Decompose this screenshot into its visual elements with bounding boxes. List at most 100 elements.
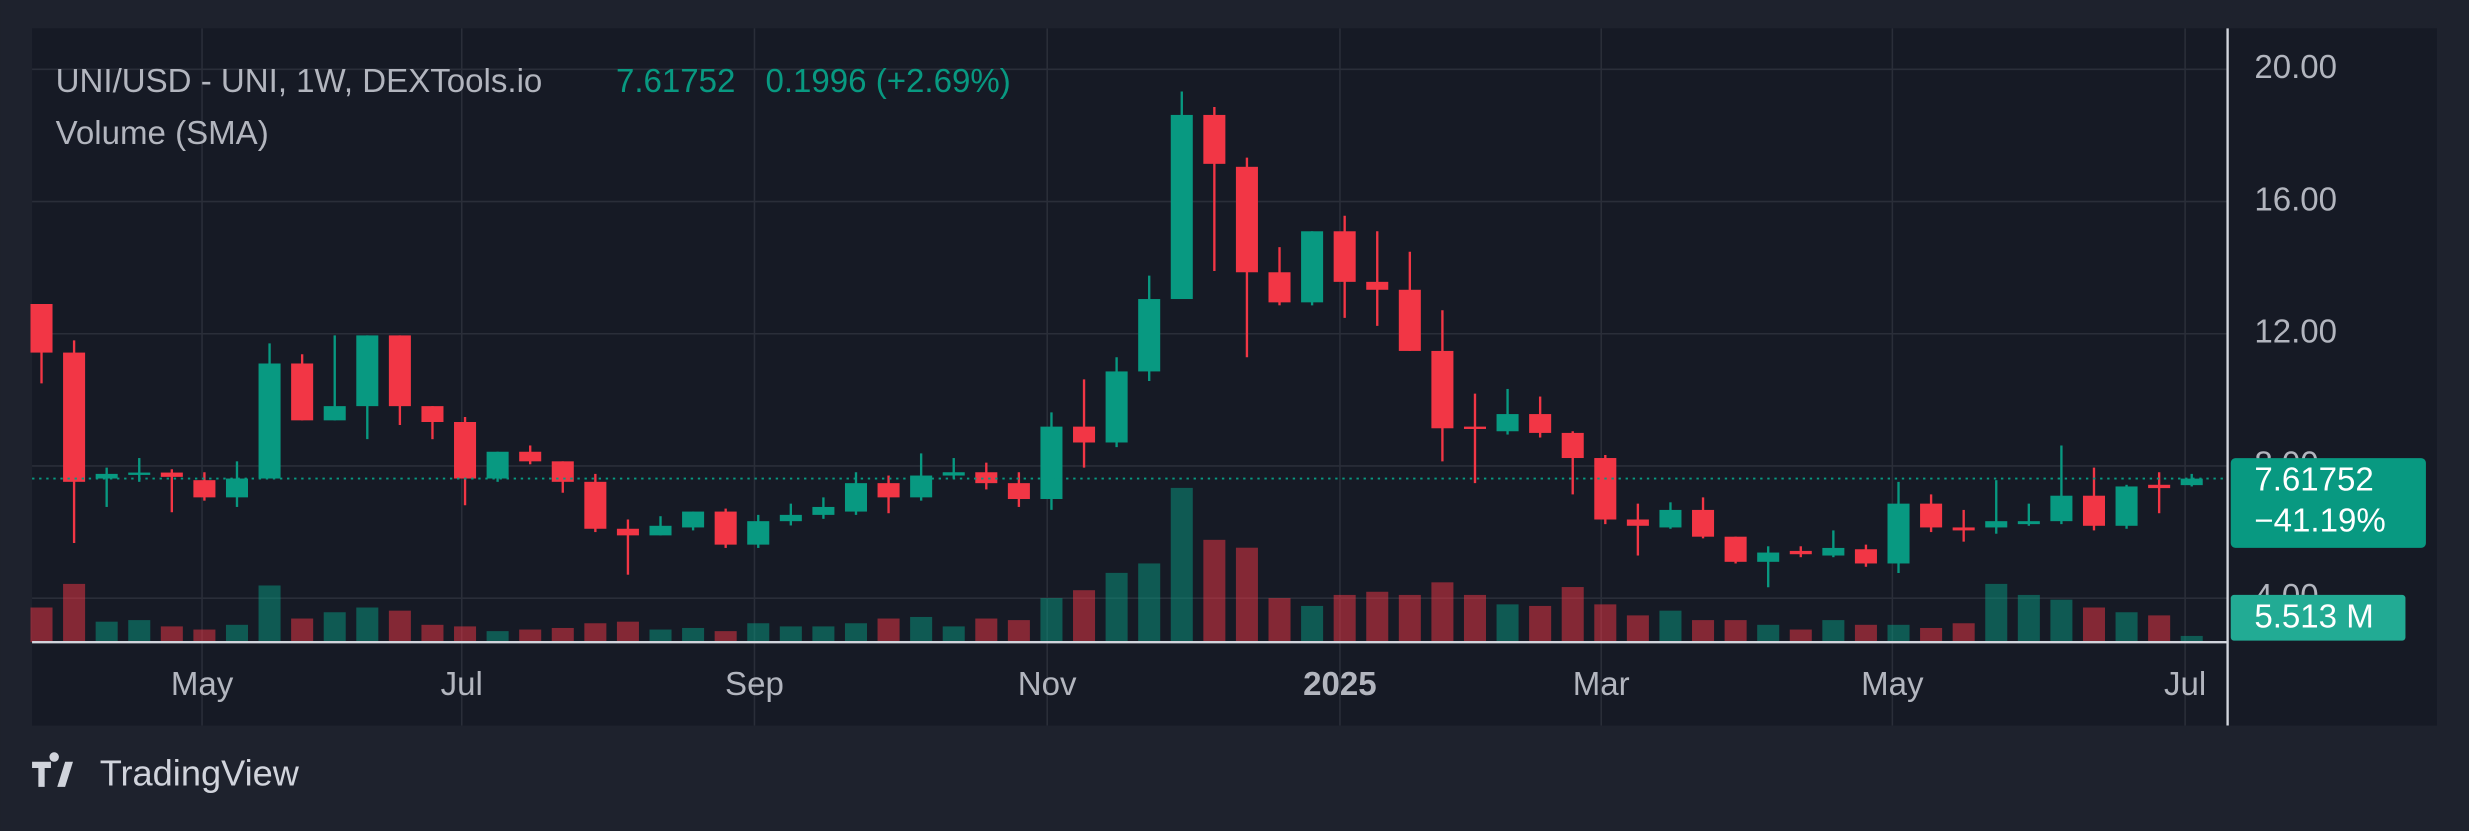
volume-bar (812, 626, 835, 643)
volume-bar (942, 626, 965, 643)
candle-body (1496, 414, 1519, 432)
candle-body (1529, 414, 1552, 433)
candle-body (2148, 484, 2171, 489)
volume-bar (1235, 547, 1258, 643)
volume-bar (747, 623, 770, 643)
volume-bar (1529, 605, 1552, 643)
candle-body (1724, 536, 1747, 562)
candle-body (1366, 281, 1389, 290)
candle-body (225, 478, 249, 498)
candle-body (812, 506, 835, 515)
volume-bar (2082, 607, 2106, 643)
candle-body (1952, 527, 1975, 531)
volume-bar (1366, 591, 1389, 643)
candle-body (519, 451, 542, 462)
candle-body (2017, 521, 2040, 525)
candle-body (1920, 503, 1943, 528)
volume-bar (2017, 594, 2040, 643)
candle-body (63, 352, 86, 482)
volume-bar (616, 621, 639, 643)
candle-body (649, 525, 672, 536)
candle-body (421, 406, 444, 422)
volume-bar (1952, 623, 1975, 643)
candle-body (1398, 289, 1421, 351)
change-tag-value: −41.19% (2254, 502, 2385, 539)
candle-body (160, 472, 183, 477)
volume-bar (421, 624, 444, 643)
candle-body (1105, 371, 1128, 443)
x-tick-label: Jul (2164, 666, 2206, 703)
volume-bar (1040, 598, 1063, 643)
candle-body (1301, 231, 1324, 303)
x-tick-label: Mar (1573, 666, 1630, 703)
volume-bar (1333, 594, 1356, 643)
candle-body (616, 528, 639, 536)
brand-logo (32, 752, 73, 787)
y-tick-label: 16.00 (2254, 181, 2337, 218)
candle-body (1463, 426, 1487, 429)
volume-bar (1724, 620, 1747, 643)
candle-body (291, 363, 314, 421)
brand-name: TradingView (100, 752, 300, 793)
candle-body (975, 472, 998, 484)
candle-body (1170, 114, 1193, 300)
candle-body (877, 483, 900, 498)
volume-bar (2148, 615, 2171, 643)
volume-bar (1203, 539, 1226, 643)
volume-bar (1692, 620, 1715, 643)
candle-body (1040, 426, 1063, 500)
candle-body (30, 303, 53, 353)
candle-body (258, 363, 281, 479)
price-change: 0.1996 (+2.69%) (765, 63, 1010, 100)
volume-bar (225, 624, 249, 643)
volume-title: Volume (SMA) (56, 115, 269, 152)
candle-body (584, 481, 607, 529)
volume-bar (193, 629, 216, 643)
volume-bar (2180, 635, 2203, 643)
volume-bar (1398, 594, 1421, 643)
volume-bar (2115, 612, 2138, 643)
chart-title: UNI/USD - UNI, 1W, DEXTools.io (56, 63, 543, 100)
last-price-tag (2230, 458, 2426, 548)
volume-bar (1985, 583, 2008, 643)
volume-bar (1659, 610, 1682, 643)
x-tick-label: May (1861, 666, 1924, 703)
candle-body (1268, 272, 1291, 303)
volume-bar (388, 610, 411, 643)
x-tick-label: 2025 (1303, 666, 1377, 703)
volume-bar (1073, 590, 1096, 643)
candle-body (1985, 521, 2008, 528)
volume-bar (584, 623, 607, 643)
candle-body (2050, 495, 2073, 522)
volume-bar (1822, 620, 1845, 643)
volume-bar (779, 626, 802, 643)
volume-bar (910, 616, 933, 643)
volume-bar (1887, 624, 1910, 643)
volume-bar (1431, 582, 1454, 643)
candle-body (1594, 458, 1617, 520)
candle-body (714, 511, 737, 545)
volume-tag-value: 5.513 M (2254, 598, 2373, 635)
volume-bar (1301, 605, 1324, 643)
volume-bar (975, 618, 998, 643)
volume-bar (1594, 604, 1617, 643)
volume-bar (160, 626, 183, 643)
volume-bar (128, 620, 151, 643)
last-price: 7.61752 (616, 63, 735, 100)
volume-bar (519, 629, 542, 643)
volume-bar (95, 621, 118, 643)
y-tick-label: 12.00 (2254, 313, 2337, 350)
volume-bar (30, 607, 53, 643)
candle-body (844, 483, 868, 512)
candle-body (95, 473, 118, 479)
y-tick-label: 20.00 (2254, 49, 2337, 86)
volume-bar (1170, 487, 1193, 643)
volume-bar (1463, 594, 1487, 643)
volume-bar (291, 618, 314, 643)
x-tick-label: Nov (1018, 666, 1077, 703)
candle-body (323, 406, 346, 421)
volume-bar (1268, 598, 1291, 643)
volume-bar (1626, 615, 1649, 643)
